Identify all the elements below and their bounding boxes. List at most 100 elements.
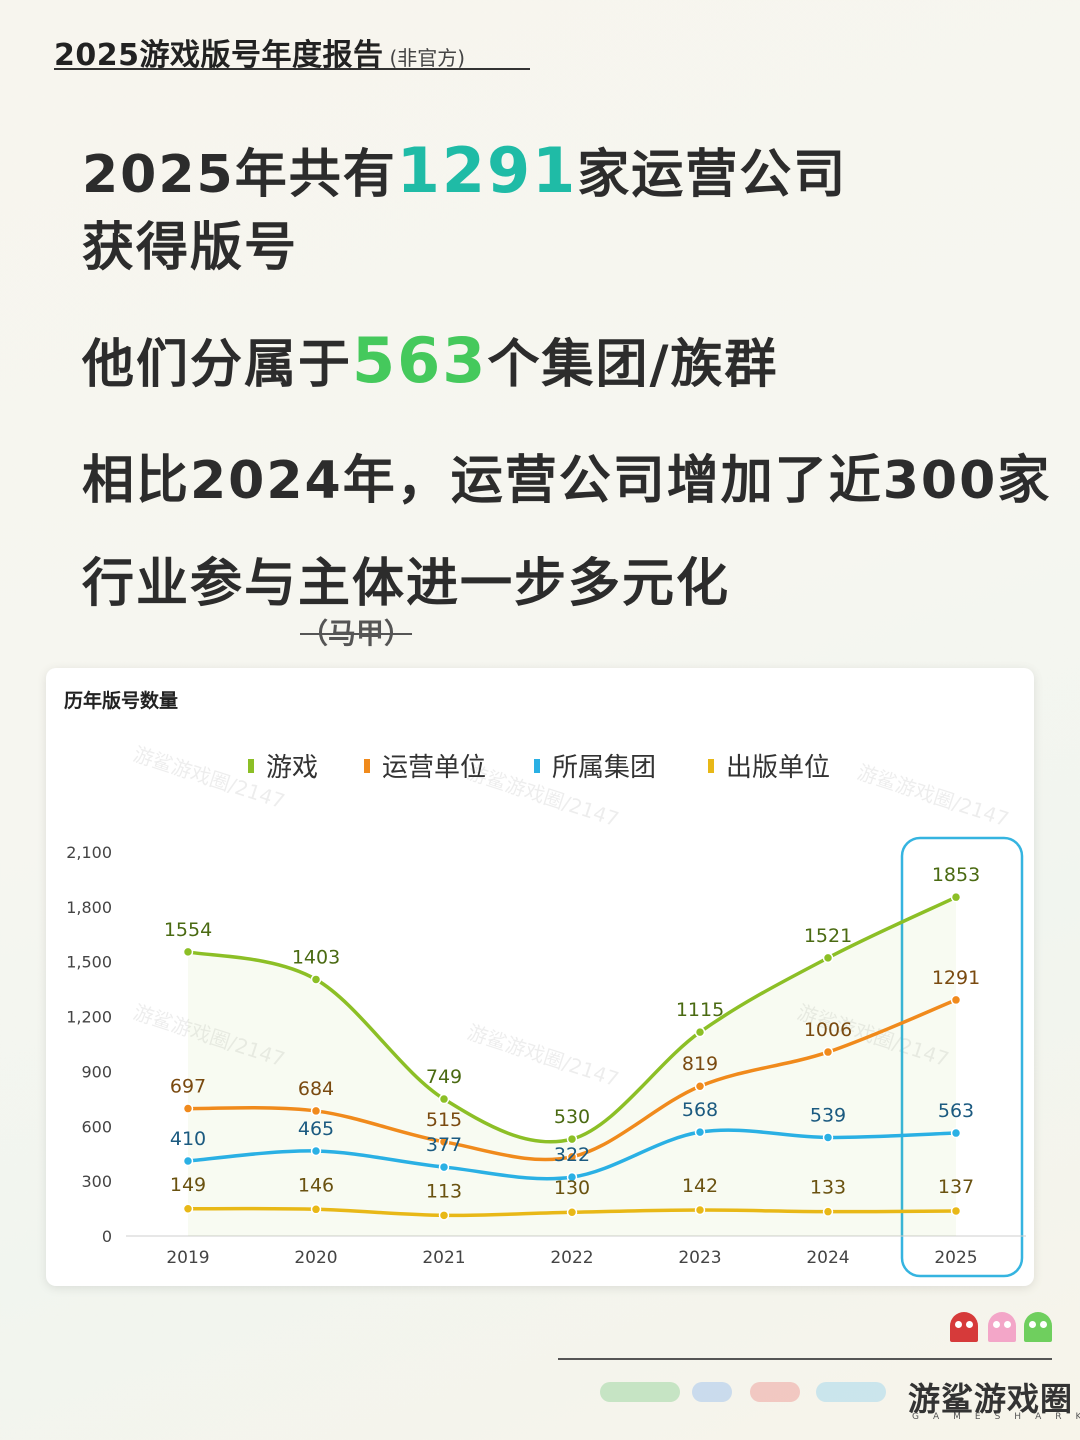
data-point xyxy=(438,1136,450,1148)
data-label: 1403 xyxy=(292,946,340,968)
watermark-text: 游鲨游戏圈/2147 xyxy=(854,760,1011,832)
brand-logo: 游鲨游戏圈 xyxy=(908,1380,1074,1418)
data-point xyxy=(950,994,962,1006)
line-chart: 游鲨游戏圈/2147 游鲨游戏圈/2147 游鲨游戏圈/2147游鲨游戏圈/2147… xyxy=(66,742,1026,1278)
y-tick-label: 600 xyxy=(81,1117,112,1136)
data-point xyxy=(566,1133,578,1145)
data-point xyxy=(822,1132,834,1143)
data-point xyxy=(822,952,834,964)
x-tick-label: 2019 xyxy=(166,1248,209,1268)
data-label: 819 xyxy=(682,1053,718,1075)
y-tick-label: 2,100 xyxy=(66,843,112,862)
partner-logo-3 xyxy=(750,1382,800,1402)
legend-marker xyxy=(248,759,254,773)
data-label: 130 xyxy=(554,1177,590,1199)
data-label: 410 xyxy=(170,1128,206,1150)
headline-companies: 2025年共有1291家运营公司 xyxy=(82,140,847,202)
data-label: 377 xyxy=(426,1134,462,1156)
data-point xyxy=(566,1151,578,1163)
data-label: 113 xyxy=(426,1180,462,1202)
data-label: 1521 xyxy=(804,925,852,947)
data-point xyxy=(950,1127,962,1139)
data-point xyxy=(822,1046,834,1058)
data-label: 1291 xyxy=(932,967,980,989)
headline-groups: 他们分属于563个集团/族群 xyxy=(82,330,778,392)
y-tick-label: 1,800 xyxy=(66,898,112,917)
data-label: 1554 xyxy=(164,919,212,941)
headline-growth: 相比2024年，运营公司增加了近300家 xyxy=(82,451,1052,511)
data-point xyxy=(950,891,962,903)
headline-text: 他们分属于 xyxy=(82,335,353,395)
x-tick-label: 2025 xyxy=(934,1248,977,1268)
data-label: 465 xyxy=(298,1118,334,1140)
headline-license: 获得版号 xyxy=(82,218,299,278)
data-label: 1115 xyxy=(676,999,724,1021)
data-point xyxy=(694,1204,706,1216)
data-label: 137 xyxy=(938,1176,974,1198)
highlight-box xyxy=(900,836,1024,1278)
chart-card: 历年版号数量 游鲨游戏圈/2147 游鲨游戏圈/2147 游鲨游戏圈/2147 游鲨游… xyxy=(46,668,1034,1286)
data-point xyxy=(438,1093,450,1105)
data-label: 749 xyxy=(426,1066,462,1088)
data-point xyxy=(566,1206,578,1218)
red-ghost-icon xyxy=(950,1312,978,1342)
data-point xyxy=(182,946,194,958)
legend-marker xyxy=(364,759,370,773)
x-tick-label: 2022 xyxy=(550,1248,593,1268)
data-label: 563 xyxy=(938,1100,974,1122)
data-point xyxy=(182,1203,194,1215)
data-label: 697 xyxy=(170,1076,206,1098)
brand-subtitle: GAMESHARK xyxy=(912,1412,1080,1422)
data-point xyxy=(950,1205,962,1217)
data-point xyxy=(694,1080,706,1092)
headline-text: 2025年共有 xyxy=(82,145,397,205)
x-tick-label: 2023 xyxy=(678,1248,721,1268)
x-tick-label: 2024 xyxy=(806,1248,849,1268)
legend-label: 游戏 xyxy=(266,753,318,783)
data-label: 142 xyxy=(682,1175,718,1197)
data-label: 146 xyxy=(298,1174,334,1196)
report-header: 2025游戏版号年度报告 (非官方) xyxy=(54,30,530,73)
data-point xyxy=(438,1161,450,1173)
data-point xyxy=(694,1126,706,1138)
partner-logo-1 xyxy=(600,1382,680,1402)
legend-label: 所属集团 xyxy=(552,753,656,783)
legend-marker xyxy=(534,759,540,773)
partner-logos xyxy=(600,1378,890,1408)
y-tick-label: 900 xyxy=(81,1062,112,1081)
data-label: 149 xyxy=(170,1174,206,1196)
data-point xyxy=(822,1206,834,1217)
series-area-游戏 xyxy=(188,897,956,1236)
data-point xyxy=(182,1103,194,1114)
data-label: 515 xyxy=(426,1109,462,1131)
headline-text: 家运营公司 xyxy=(577,145,848,205)
report-title: 2025游戏版号年度报告 xyxy=(54,38,384,73)
y-tick-label: 300 xyxy=(81,1172,112,1191)
x-tick-label: 2020 xyxy=(294,1248,337,1268)
data-label: 684 xyxy=(298,1078,334,1100)
y-tick-label: 1,200 xyxy=(66,1008,112,1027)
legend-marker xyxy=(708,759,714,773)
strikethrough-note: （马甲） xyxy=(300,617,413,650)
watermark-text: 游鲨游戏圈/2147 xyxy=(130,742,287,814)
data-label: 530 xyxy=(554,1106,590,1128)
data-point xyxy=(310,1145,322,1157)
report-subtitle: (非官方) xyxy=(389,46,466,70)
group-count: 563 xyxy=(352,324,488,397)
x-tick-label: 2021 xyxy=(422,1248,465,1268)
data-point xyxy=(182,1155,194,1167)
watermark-text: 游鲨游戏圈/2147 xyxy=(464,1020,621,1092)
data-label: 1853 xyxy=(932,864,980,886)
data-point xyxy=(438,1210,450,1221)
pink-ghost-icon xyxy=(988,1312,1016,1342)
data-label: 322 xyxy=(554,1144,590,1166)
green-ghost-icon xyxy=(1024,1312,1052,1342)
data-point xyxy=(310,1105,322,1117)
data-label: 568 xyxy=(682,1099,718,1121)
data-label: 133 xyxy=(810,1177,846,1199)
data-point xyxy=(310,1204,322,1215)
data-point xyxy=(694,1026,706,1038)
y-tick-label: 1,500 xyxy=(66,953,112,972)
headline-text: 个集团/族群 xyxy=(487,335,779,395)
company-count: 1291 xyxy=(396,134,578,207)
